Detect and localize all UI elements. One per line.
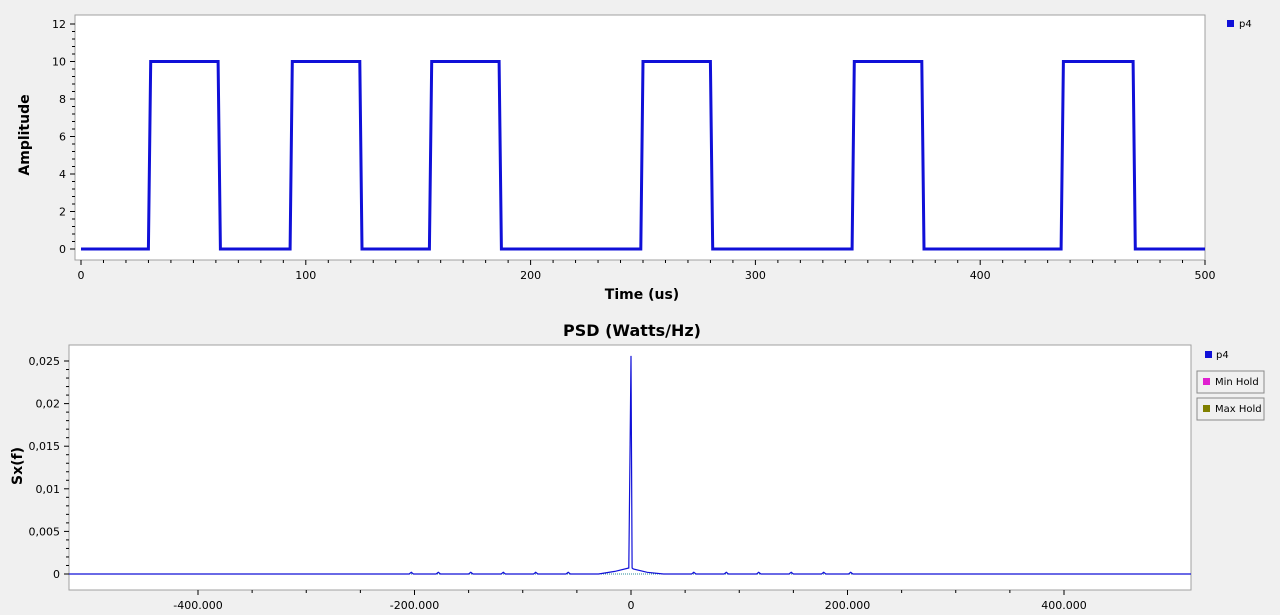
time-y-axis: 0 2 4 6 8 10 12 [52,18,75,256]
psd-legend-item-p4[interactable]: p4 [1205,350,1229,361]
psd-x-axis: -400.000 -200.000 0 200.000 400.000 [173,590,1087,612]
time-series-layer [81,60,1205,251]
max-hold-button[interactable] [1196,397,1265,421]
min-hold-button[interactable] [1196,370,1265,394]
psd-x-tick-label: 0 [628,599,635,612]
time-y-tick-label: 0 [59,243,66,256]
psd-legend-swatch-min-hold [1203,378,1210,385]
psd-y-tick-label: 0,02 [36,398,61,411]
time-x-tick-label: 200 [520,269,541,282]
time-x-tick-label: 400 [970,269,991,282]
psd-y-axis-title: Sx(f) [10,447,26,485]
psd-legend-item-max-hold[interactable]: Max Hold [1196,397,1265,421]
psd-series-p4 [69,355,1191,575]
psd-legend-swatch-p4 [1205,351,1212,358]
psd-y-tick-label: 0,015 [29,440,61,453]
psd-x-tick-label: 400.000 [1041,599,1087,612]
psd-chart: PSD (Watts/Hz) 00,0050,010,0150,020,025 … [10,321,1265,612]
psd-x-tick-label: -400.000 [173,599,222,612]
time-y-tick-label: 2 [59,206,66,219]
psd-legend-label-p4: p4 [1216,350,1229,361]
time-x-tick-label: 100 [295,269,316,282]
time-legend-label-p4: p4 [1239,19,1252,30]
psd-series-layer [69,355,1191,575]
time-x-tick-label: 0 [78,269,85,282]
time-x-tick-label: 300 [745,269,766,282]
psd-y-tick-label: 0,01 [36,483,61,496]
psd-chart-title: PSD (Watts/Hz) [563,321,701,340]
time-x-axis: 0 100 200 300 400 500 [78,260,1216,282]
psd-y-tick-label: 0,025 [29,355,61,368]
time-y-tick-label: 10 [52,56,66,69]
time-y-axis-title: Amplitude [17,94,33,175]
time-y-tick-label: 12 [52,18,66,31]
psd-legend-swatch-max-hold [1203,405,1210,412]
psd-y-tick-label: 0,005 [29,525,61,538]
time-legend[interactable]: p4 [1227,19,1252,30]
time-x-tick-label: 500 [1195,269,1216,282]
psd-legend[interactable]: p4 Min Hold Max Hold [1196,350,1265,421]
time-y-tick-label: 4 [59,168,66,181]
psd-legend-label-max-hold: Max Hold [1215,404,1262,415]
psd-x-tick-label: 200.000 [825,599,871,612]
psd-legend-label-min-hold: Min Hold [1215,377,1259,388]
time-chart: 0 2 4 6 8 10 12 0 100 200 300 400 500 Amplitude Tim… [17,14,1252,303]
psd-x-tick-label: -200.000 [390,599,439,612]
time-x-axis-title: Time (us) [605,287,679,303]
psd-y-axis: 0 0,005 0,01 0,015 0,02 0,025 [29,355,69,581]
time-y-tick-label: 6 [59,131,66,144]
psd-y-tick-label: 0 [53,568,60,581]
time-legend-swatch-p4 [1227,20,1234,27]
time-y-tick-label: 8 [59,93,66,106]
psd-legend-item-min-hold[interactable]: Min Hold [1196,370,1265,394]
time-series-p4 [81,60,1205,251]
